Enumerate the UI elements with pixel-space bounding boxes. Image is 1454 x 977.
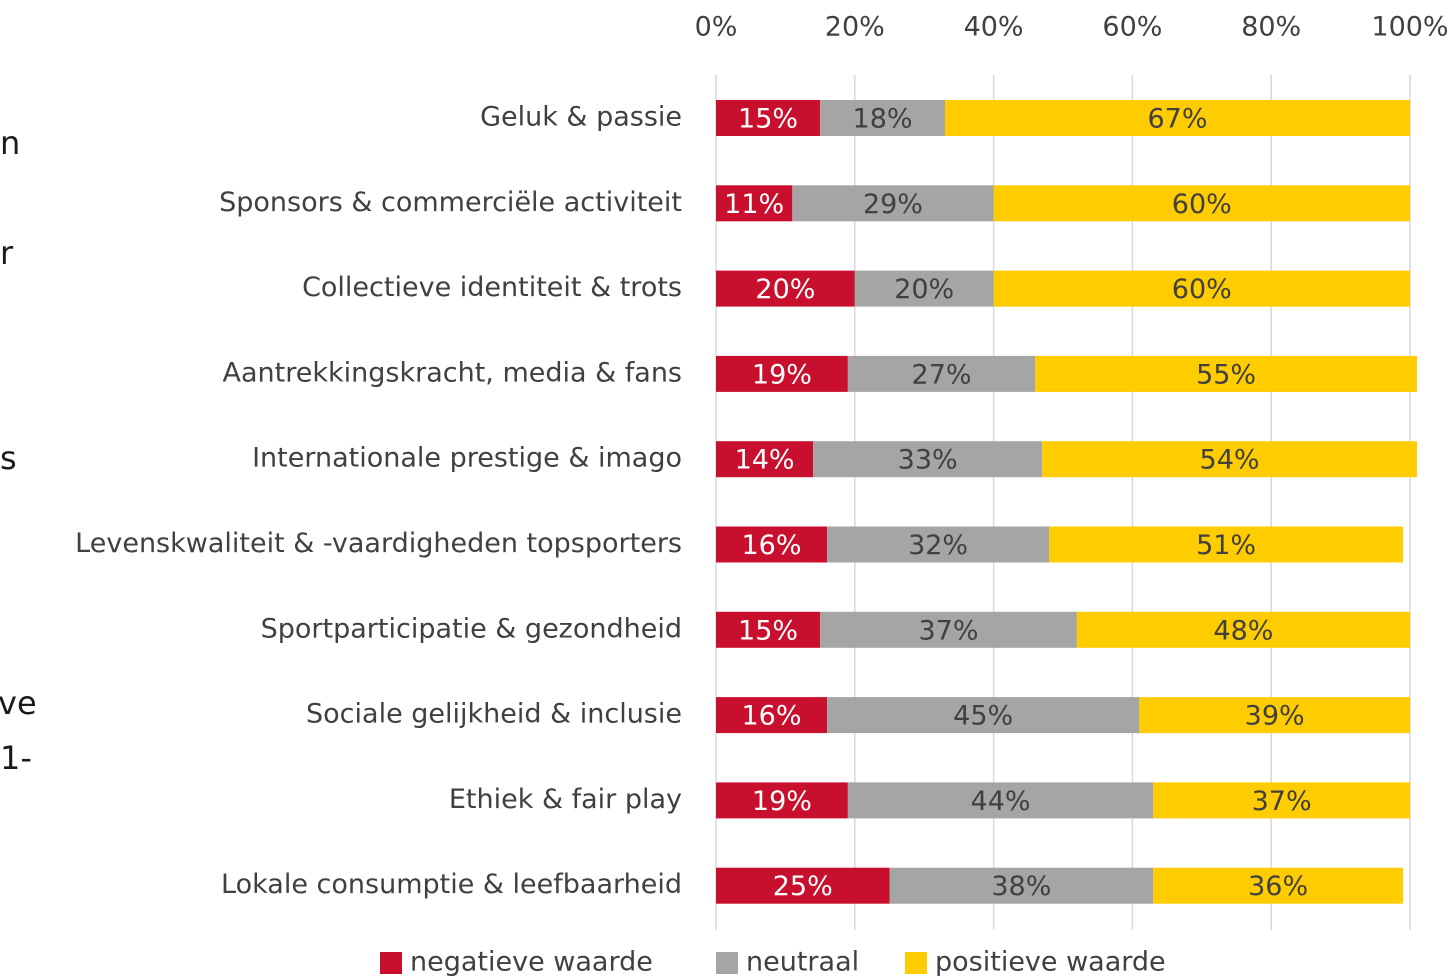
x-tick-label: 60%	[1102, 12, 1162, 43]
legend-label: negatieve waarde	[410, 947, 653, 977]
data-label: 25%	[773, 871, 833, 902]
cropped-text: 1-	[0, 739, 32, 777]
bar-segment	[1049, 526, 1404, 563]
cropped-text: s	[0, 439, 17, 477]
x-tick-label: 100%	[1371, 12, 1448, 43]
bar-segment	[716, 185, 793, 222]
data-label: 55%	[1196, 359, 1256, 390]
data-label: 33%	[898, 445, 958, 476]
category-label: Sportparticipatie & gezondheid	[261, 613, 682, 644]
bar-segment	[1153, 782, 1410, 819]
bar-segment	[827, 526, 1050, 563]
data-label: 60%	[1172, 274, 1232, 305]
data-label: 36%	[1248, 871, 1308, 902]
data-label: 37%	[918, 615, 978, 646]
data-label: 27%	[912, 359, 972, 390]
legend-swatch	[380, 952, 402, 974]
bar-segment	[792, 185, 994, 222]
category-label: Internationale prestige & imago	[252, 443, 682, 474]
bar-segment	[1035, 355, 1417, 392]
cropped-text: ve	[0, 684, 37, 722]
data-label: 38%	[991, 871, 1051, 902]
x-tick-label: 40%	[964, 12, 1024, 43]
data-label: 11%	[724, 189, 784, 220]
bar-segment	[827, 697, 1140, 734]
category-label: Collectieve identiteit & trots	[302, 272, 682, 303]
data-label: 18%	[853, 104, 913, 135]
data-label: 45%	[953, 701, 1013, 732]
data-label: 29%	[863, 189, 923, 220]
bar-segment	[1153, 867, 1404, 904]
bar-segment	[716, 100, 821, 136]
data-label: 19%	[752, 359, 812, 390]
bar-segment	[1076, 611, 1410, 648]
data-label: 51%	[1196, 530, 1256, 561]
data-label: 15%	[738, 104, 798, 135]
bar-segment	[716, 526, 828, 563]
data-label: 16%	[742, 701, 802, 732]
legend-label: positieve waarde	[935, 947, 1166, 977]
bar-segment	[716, 441, 814, 478]
data-label: 37%	[1252, 786, 1312, 817]
x-tick-label: 80%	[1241, 12, 1301, 43]
legend-label: neutraal	[746, 947, 859, 977]
data-label: 39%	[1245, 701, 1305, 732]
category-label: Lokale consumptie & leefbaarheid	[221, 869, 682, 900]
data-label: 20%	[894, 274, 954, 305]
bar-segment	[993, 185, 1410, 222]
bar-segment	[813, 441, 1043, 478]
bar-segment	[820, 611, 1077, 648]
data-label: 44%	[971, 786, 1031, 817]
category-label: Geluk & passie	[480, 102, 682, 133]
cropped-text: n	[0, 124, 20, 162]
bar-segment	[993, 270, 1410, 307]
cropped-text: r	[0, 234, 14, 272]
data-label: 54%	[1200, 445, 1260, 476]
data-label: 48%	[1213, 615, 1273, 646]
bar-segment	[847, 782, 1154, 819]
bar-segment	[716, 611, 821, 648]
category-label: Sociale gelijkheid & inclusie	[306, 699, 682, 730]
category-label: Levenskwaliteit & -vaardigheden topsport…	[75, 528, 682, 559]
bar-segment	[716, 355, 848, 392]
legend-swatch	[716, 952, 738, 974]
bar-segment	[716, 697, 828, 734]
data-label: 14%	[735, 445, 795, 476]
bar-segment	[716, 867, 890, 904]
bar-segment	[889, 867, 1154, 904]
data-label: 20%	[755, 274, 815, 305]
data-label: 15%	[738, 615, 798, 646]
bar-segment	[854, 270, 994, 307]
legend-swatch	[905, 952, 927, 974]
x-tick-label: 20%	[825, 12, 885, 43]
x-tick-label: 0%	[695, 12, 738, 43]
category-label: Ethiek & fair play	[449, 784, 682, 815]
category-label: Sponsors & commerciële activiteit	[219, 187, 682, 218]
bar-segment	[1139, 697, 1410, 734]
bar-segment	[1042, 441, 1417, 478]
data-label: 32%	[908, 530, 968, 561]
bar-segment	[716, 270, 855, 307]
data-label: 60%	[1172, 189, 1232, 220]
data-label: 16%	[742, 530, 802, 561]
bar-segment	[820, 100, 946, 136]
bar-segment	[716, 782, 848, 819]
category-label: Aantrekkingskracht, media & fans	[223, 357, 682, 388]
data-label: 19%	[752, 786, 812, 817]
bar-segment	[847, 355, 1036, 392]
data-label: 67%	[1148, 104, 1208, 135]
bar-segment	[945, 100, 1410, 136]
